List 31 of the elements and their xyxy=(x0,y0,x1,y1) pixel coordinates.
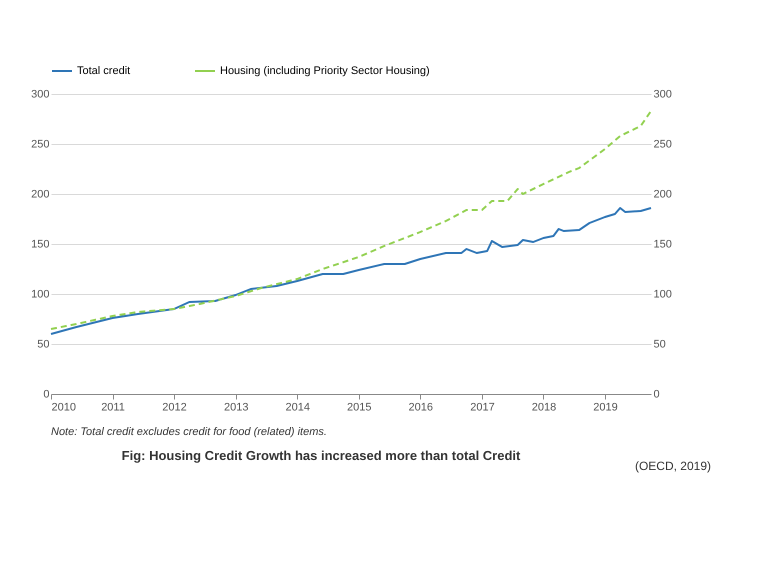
x-tick-label: 2019 xyxy=(593,402,618,414)
x-tick-label: 2011 xyxy=(101,402,125,414)
x-tick-label: 2017 xyxy=(470,402,495,414)
line-series xyxy=(50,110,652,330)
y-tick-label: 0 xyxy=(43,388,50,400)
x-tick-label: 2018 xyxy=(532,402,556,414)
y-tick-label: 100 xyxy=(31,288,50,300)
x-tick-label: 2010 xyxy=(52,402,76,414)
y-tick-label: 300 xyxy=(31,88,50,100)
x-tick-label: 2015 xyxy=(347,402,372,414)
text: (OECD, 2019) xyxy=(634,459,711,473)
line-series xyxy=(50,207,652,335)
legend-label: Housing (including Priority Sector Housing) xyxy=(220,65,430,77)
legend-label: Total credit xyxy=(77,65,130,77)
y2-tick-label: 250 xyxy=(654,138,672,150)
y2-tick-label: 100 xyxy=(654,288,672,300)
x-tick-label: 2012 xyxy=(162,402,187,414)
x-tick-label: 2013 xyxy=(224,402,248,414)
text: Note: Total credit excludes credit for food (related) items. xyxy=(51,426,327,438)
y2-tick-label: 200 xyxy=(654,188,672,200)
y2-tick-label: 150 xyxy=(654,238,672,250)
y-tick-label: 200 xyxy=(31,188,50,200)
text: Fig: Housing Credit Growth has increased more than total Credit xyxy=(122,448,522,463)
y-tick-label: 250 xyxy=(31,138,50,150)
x-tick-label: 2014 xyxy=(285,402,310,414)
y2-tick-label: 300 xyxy=(654,88,672,100)
y-tick-label: 150 xyxy=(31,238,50,250)
y-tick-label: 50 xyxy=(37,338,50,350)
x-tick-label: 2016 xyxy=(408,402,434,414)
y2-tick-label: 50 xyxy=(654,338,666,350)
y2-tick-label: 0 xyxy=(654,388,660,400)
